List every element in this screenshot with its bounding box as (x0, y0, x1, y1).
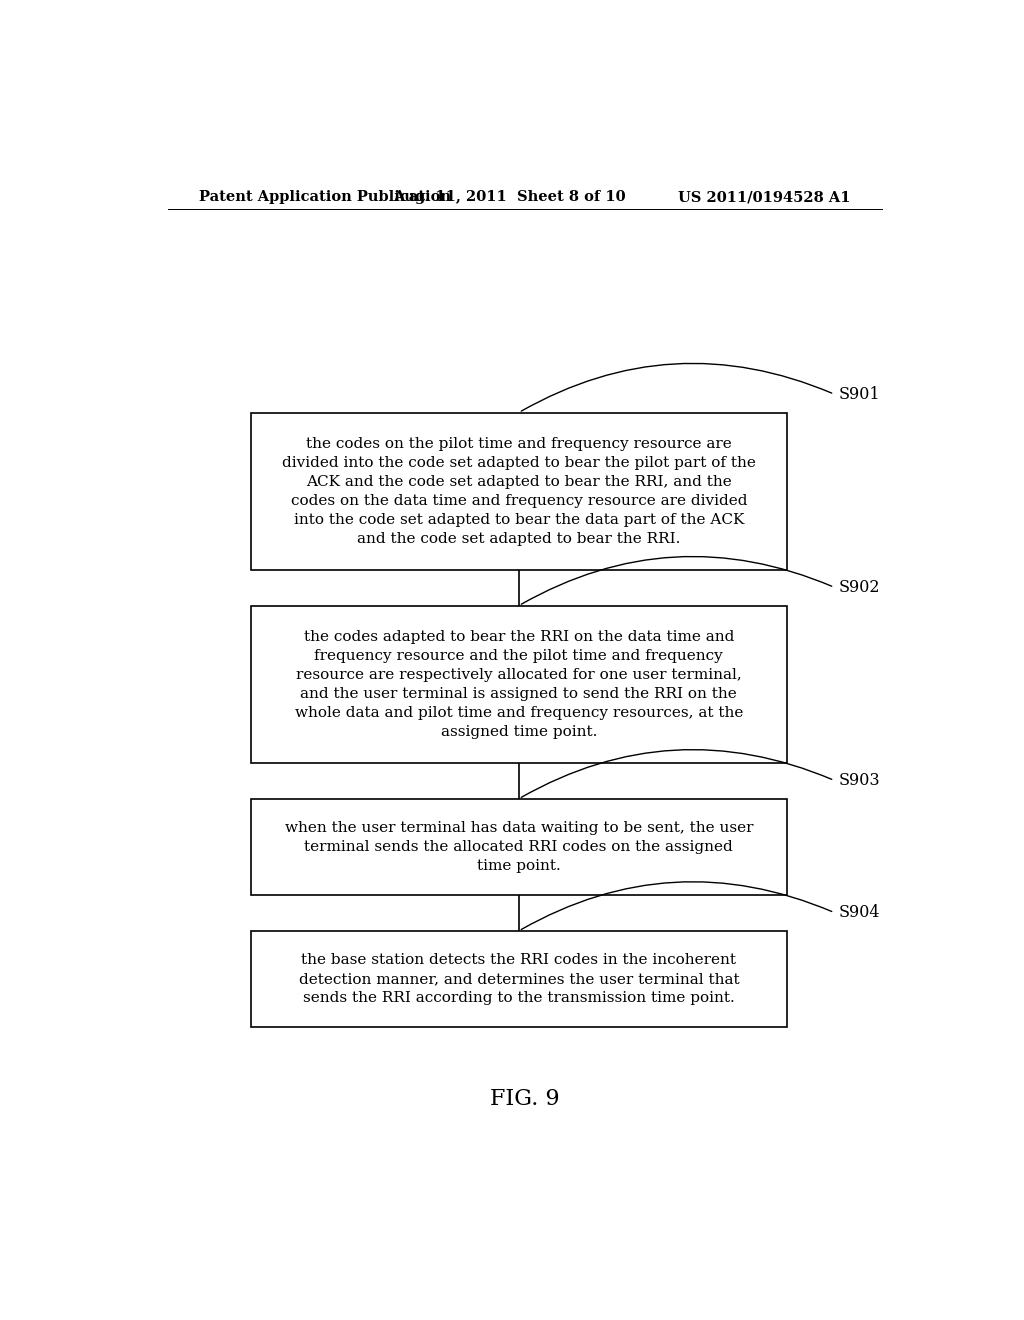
FancyArrowPatch shape (521, 363, 831, 411)
Text: US 2011/0194528 A1: US 2011/0194528 A1 (678, 190, 850, 205)
Text: the base station detects the RRI codes in the incoherent
detection manner, and d: the base station detects the RRI codes i… (299, 953, 739, 1005)
Text: S903: S903 (839, 772, 880, 789)
Text: FIG. 9: FIG. 9 (490, 1088, 559, 1110)
Text: when the user terminal has data waiting to be sent, the user
terminal sends the : when the user terminal has data waiting … (285, 821, 753, 873)
Bar (251, 931, 786, 1027)
Bar (251, 413, 786, 570)
Text: Aug. 11, 2011  Sheet 8 of 10: Aug. 11, 2011 Sheet 8 of 10 (392, 190, 626, 205)
Text: S904: S904 (839, 904, 880, 921)
Text: the codes adapted to bear the RRI on the data time and
frequency resource and th: the codes adapted to bear the RRI on the… (295, 630, 743, 739)
FancyArrowPatch shape (521, 882, 831, 929)
Bar (251, 799, 786, 895)
Text: the codes on the pilot time and frequency resource are
divided into the code set: the codes on the pilot time and frequenc… (282, 437, 756, 545)
FancyArrowPatch shape (521, 750, 831, 797)
Text: Patent Application Publication: Patent Application Publication (200, 190, 452, 205)
Bar (251, 606, 786, 763)
Text: S902: S902 (839, 579, 880, 595)
FancyArrowPatch shape (521, 557, 831, 605)
Text: S901: S901 (839, 385, 880, 403)
